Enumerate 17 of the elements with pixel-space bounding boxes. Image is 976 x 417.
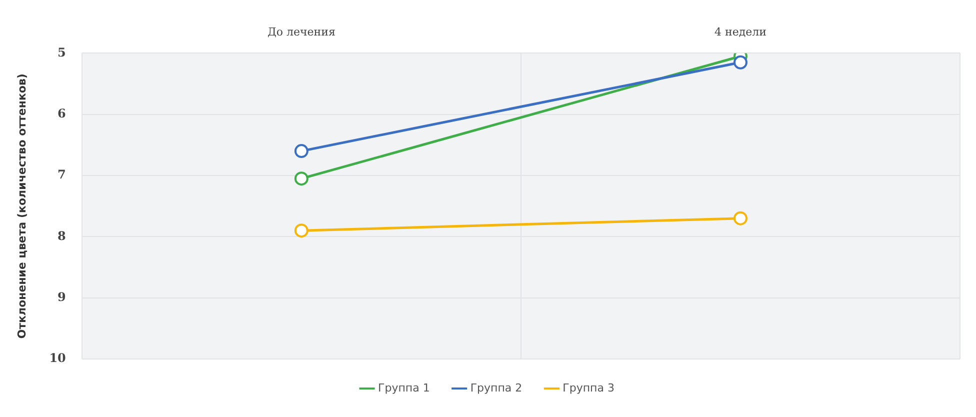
y-tick-label: 8 xyxy=(58,228,66,243)
legend-label: Группа 2 xyxy=(470,381,522,394)
point xyxy=(733,55,748,70)
y-tick-label: 5 xyxy=(58,45,66,60)
legend-label: Группа 3 xyxy=(562,381,614,394)
point xyxy=(294,172,308,186)
point xyxy=(294,144,308,158)
y-tick-label: 7 xyxy=(58,168,66,182)
y-tick-label: 9 xyxy=(58,290,66,304)
point xyxy=(733,211,748,226)
legend-label: Группа 1 xyxy=(378,381,430,394)
y-axis-title: Отклонение цвета (количество оттенков) xyxy=(15,74,28,339)
x-tick-label: До лечения xyxy=(267,25,336,38)
point xyxy=(294,224,308,238)
x-tick-label: 4 недели xyxy=(714,25,766,38)
y-tick-label: 10 xyxy=(49,351,66,366)
y-tick-label: 6 xyxy=(58,106,66,120)
